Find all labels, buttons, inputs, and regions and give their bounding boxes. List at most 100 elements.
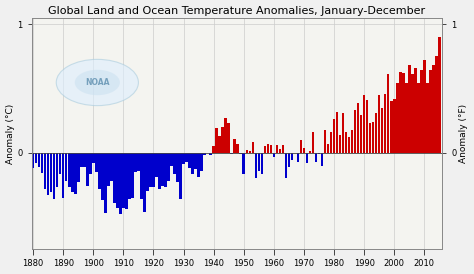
Bar — [248, 151, 251, 153]
Bar — [279, 149, 281, 153]
Bar — [257, 153, 260, 171]
Bar — [38, 153, 40, 167]
Bar — [284, 153, 287, 178]
Bar — [128, 153, 131, 199]
Bar — [435, 56, 438, 153]
Bar — [119, 153, 122, 214]
Bar — [252, 142, 254, 153]
Bar — [354, 110, 356, 153]
Bar — [384, 93, 386, 153]
Bar — [113, 153, 116, 203]
Bar — [366, 100, 368, 153]
Bar — [318, 153, 320, 154]
Bar — [393, 99, 395, 153]
Bar — [161, 153, 164, 186]
Bar — [387, 74, 390, 153]
Circle shape — [56, 59, 138, 105]
Bar — [71, 153, 73, 193]
Bar — [330, 132, 332, 153]
Bar — [266, 144, 269, 153]
Bar — [321, 153, 323, 165]
Bar — [221, 127, 224, 153]
Bar — [378, 95, 381, 153]
Bar — [77, 153, 80, 182]
Bar — [402, 73, 404, 153]
Bar — [215, 128, 218, 153]
Bar — [411, 74, 414, 153]
Bar — [369, 123, 372, 153]
Circle shape — [75, 70, 120, 95]
Bar — [137, 153, 140, 171]
Bar — [194, 153, 197, 169]
Bar — [327, 144, 329, 153]
Bar — [101, 153, 104, 200]
Bar — [62, 153, 64, 198]
Bar — [230, 153, 233, 154]
Bar — [270, 145, 272, 153]
Bar — [381, 108, 383, 153]
Bar — [53, 153, 55, 199]
Bar — [261, 153, 263, 175]
Bar — [414, 68, 417, 153]
Bar — [219, 136, 221, 153]
Bar — [336, 112, 338, 153]
Bar — [188, 153, 191, 168]
Bar — [212, 146, 215, 153]
Bar — [86, 153, 89, 186]
Bar — [95, 153, 98, 172]
Bar — [116, 153, 118, 208]
Bar — [35, 153, 37, 163]
Bar — [143, 153, 146, 212]
Bar — [92, 153, 95, 163]
Bar — [360, 115, 363, 153]
Bar — [255, 153, 257, 178]
Bar — [210, 153, 212, 155]
Bar — [429, 70, 432, 153]
Bar — [375, 113, 377, 153]
Bar — [303, 147, 305, 153]
Bar — [333, 119, 335, 153]
Bar — [309, 151, 311, 153]
Bar — [65, 153, 67, 181]
Bar — [68, 153, 71, 187]
Bar — [176, 153, 179, 182]
Bar — [399, 72, 401, 153]
Bar — [83, 153, 85, 167]
Text: NOAA: NOAA — [85, 78, 109, 87]
Bar — [237, 144, 239, 153]
Bar — [122, 153, 125, 208]
Bar — [131, 153, 134, 198]
Bar — [170, 153, 173, 165]
Bar — [264, 146, 266, 153]
Bar — [432, 65, 435, 153]
Bar — [339, 135, 341, 153]
Bar — [152, 153, 155, 187]
Bar — [41, 153, 44, 173]
Bar — [140, 153, 143, 199]
Bar — [357, 102, 359, 153]
Title: Global Land and Ocean Temperature Anomalies, January-December: Global Land and Ocean Temperature Anomal… — [48, 5, 426, 16]
Bar — [306, 153, 308, 163]
Bar — [173, 153, 176, 175]
Bar — [315, 153, 317, 162]
Bar — [275, 145, 278, 153]
Bar — [149, 153, 152, 187]
Bar — [44, 153, 46, 189]
Bar — [50, 153, 53, 193]
Bar — [104, 153, 107, 213]
Bar — [246, 150, 248, 153]
Bar — [288, 153, 290, 167]
Bar — [167, 153, 170, 181]
Bar — [363, 95, 365, 153]
Bar — [396, 83, 399, 153]
Bar — [423, 60, 426, 153]
Bar — [342, 113, 344, 153]
Bar — [372, 122, 374, 153]
Bar — [420, 70, 423, 153]
Bar — [134, 153, 137, 172]
Bar — [405, 83, 408, 153]
Bar — [324, 130, 326, 153]
Bar — [110, 153, 113, 181]
Bar — [74, 153, 76, 194]
Bar — [80, 153, 82, 167]
